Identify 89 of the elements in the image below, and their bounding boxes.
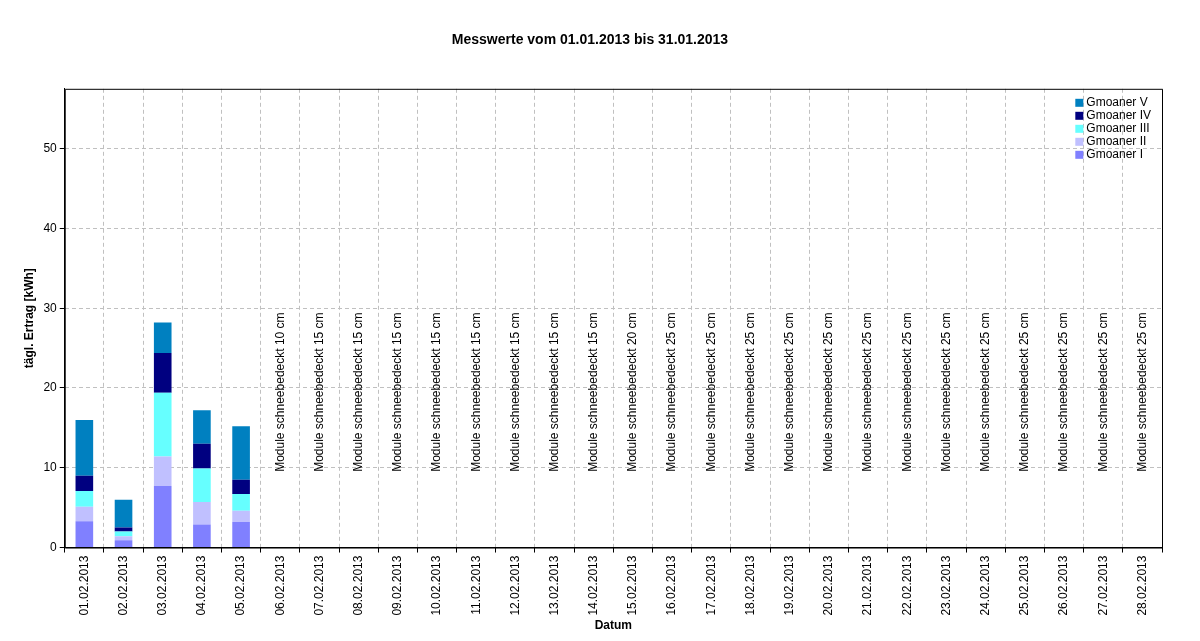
- bar: [153, 392, 172, 457]
- x-tick-label: 09.02.2013: [390, 555, 405, 616]
- bar: [153, 352, 172, 393]
- annotation: Module schneebedeckt 20 cm: [625, 312, 640, 472]
- x-tick-label: 21.02.2013: [860, 555, 875, 616]
- annotation: Module schneebedeckt 15 cm: [507, 312, 522, 472]
- y-tick-label: 30: [43, 300, 58, 315]
- legend-label: Gmoaner V: [1086, 95, 1148, 110]
- annotation: Module schneebedeckt 15 cm: [390, 312, 405, 472]
- annotation: Module schneebedeckt 15 cm: [546, 312, 561, 472]
- x-tick-label: 26.02.2013: [1056, 555, 1071, 616]
- bar: [75, 419, 94, 476]
- bar: [153, 456, 172, 487]
- bar: [75, 475, 94, 491]
- x-tick-label: 19.02.2013: [782, 555, 797, 616]
- legend-label: Gmoaner I: [1086, 147, 1144, 162]
- annotation: Module schneebedeckt 15 cm: [311, 312, 326, 472]
- y-tick-label: 0: [50, 539, 58, 554]
- y-tick-label: 10: [43, 460, 58, 475]
- y-tick-label: 40: [43, 220, 58, 235]
- legend-label: Gmoaner IV: [1086, 108, 1152, 123]
- bar: [232, 479, 250, 495]
- x-tick-label: 13.02.2013: [546, 555, 561, 616]
- annotation: Module schneebedeckt 25 cm: [977, 312, 992, 472]
- bar: [193, 468, 211, 503]
- x-tick-label: 03.02.2013: [155, 555, 170, 616]
- bar: [153, 322, 172, 353]
- x-tick-label: 28.02.2013: [1134, 555, 1149, 616]
- bar: [114, 540, 133, 548]
- y-tick-label: 50: [43, 140, 58, 155]
- annotation: Module schneebedeckt 25 cm: [703, 312, 718, 472]
- bar: [75, 506, 94, 522]
- x-tick-label: 15.02.2013: [625, 555, 640, 616]
- x-tick-label: 16.02.2013: [664, 555, 679, 616]
- bar: [232, 510, 250, 523]
- bar: [75, 521, 94, 548]
- x-tick-label: 04.02.2013: [194, 555, 209, 616]
- y-axis-title: tägl. Ertrag [kWh]: [21, 268, 36, 369]
- annotation: Module schneebedeckt 25 cm: [1095, 312, 1110, 472]
- annotation: Module schneebedeckt 25 cm: [664, 312, 679, 472]
- chart-title: Messwerte vom 01.01.2013 bis 31.01.2013: [451, 31, 729, 48]
- legend-label: Gmoaner III: [1086, 121, 1150, 136]
- x-tick-label: 20.02.2013: [821, 555, 836, 616]
- bar: [232, 426, 250, 480]
- x-tick-label: 08.02.2013: [350, 555, 365, 616]
- x-tick-label: 24.02.2013: [977, 555, 992, 616]
- legend-label: Gmoaner II: [1086, 134, 1147, 149]
- bar: [193, 502, 211, 525]
- annotation: Module schneebedeckt 25 cm: [742, 312, 757, 472]
- x-tick-label: 22.02.2013: [899, 555, 914, 616]
- annotation: Module schneebedeckt 25 cm: [1017, 312, 1032, 472]
- x-tick-label: 18.02.2013: [742, 555, 757, 616]
- bar: [75, 490, 94, 507]
- bar: [232, 494, 250, 511]
- bar: [193, 443, 211, 469]
- annotation: Module schneebedeckt 15 cm: [350, 312, 365, 472]
- x-tick-label: 23.02.2013: [938, 555, 953, 616]
- bar: [153, 486, 172, 548]
- bar: [232, 522, 250, 548]
- y-tick-label: 20: [43, 380, 58, 395]
- x-tick-label: 07.02.2013: [311, 555, 326, 616]
- x-tick-label: 12.02.2013: [507, 555, 522, 616]
- annotation: Module schneebedeckt 15 cm: [468, 312, 483, 472]
- annotation: Module schneebedeckt 15 cm: [429, 312, 444, 472]
- x-tick-label: 11.02.2013: [468, 555, 483, 615]
- bar: [114, 499, 133, 528]
- bar: [193, 524, 211, 548]
- x-tick-label: 10.02.2013: [429, 555, 444, 616]
- x-tick-label: 17.02.2013: [703, 555, 718, 616]
- annotation: Module schneebedeckt 25 cm: [899, 312, 914, 472]
- bar: [193, 410, 211, 444]
- x-tick-label: 06.02.2013: [272, 555, 287, 616]
- x-tick-label: 27.02.2013: [1095, 555, 1110, 616]
- x-tick-label: 25.02.2013: [1017, 555, 1032, 616]
- annotation: Module schneebedeckt 25 cm: [782, 312, 797, 472]
- x-tick-label: 02.02.2013: [115, 555, 130, 616]
- x-tick-label: 01.02.2013: [76, 555, 91, 616]
- annotation: Module schneebedeckt 10 cm: [272, 312, 287, 472]
- annotation: Module schneebedeckt 25 cm: [1056, 312, 1071, 472]
- x-axis-title: Datum: [594, 618, 633, 633]
- annotation: Module schneebedeckt 15 cm: [586, 312, 601, 472]
- x-tick-label: 05.02.2013: [233, 555, 248, 616]
- x-tick-label: 14.02.2013: [586, 555, 601, 616]
- bar: [114, 536, 133, 541]
- bar: [114, 527, 133, 532]
- annotation: Module schneebedeckt 25 cm: [938, 312, 953, 472]
- annotation: Module schneebedeckt 25 cm: [1134, 312, 1149, 472]
- annotation: Module schneebedeckt 25 cm: [860, 312, 875, 472]
- annotation: Module schneebedeckt 25 cm: [821, 312, 836, 472]
